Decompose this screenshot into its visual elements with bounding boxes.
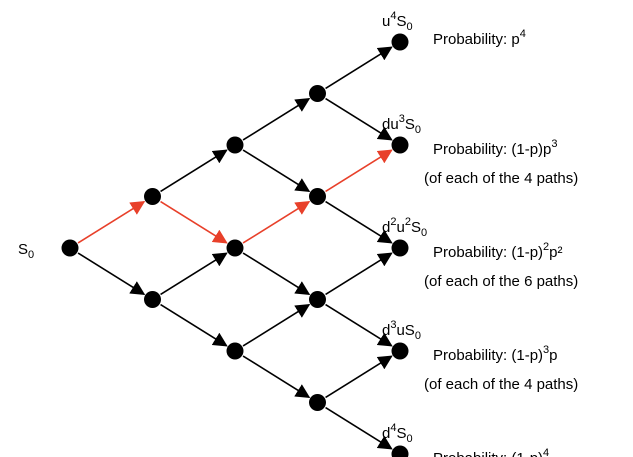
tree-node [226, 239, 244, 257]
terminal-node [391, 342, 409, 360]
probability-label: Probability: (1-p)3p [433, 344, 558, 364]
highlighted-edge-down [160, 200, 228, 244]
highlighted-edge-up [325, 149, 393, 193]
tree-edge-up [325, 355, 393, 399]
tree-edge-up [242, 98, 311, 141]
paths-note: (of each of the 4 paths) [424, 170, 578, 187]
tree-edge-down [325, 97, 393, 141]
tree-edge-up [160, 149, 228, 193]
terminal-label: du3S0 [382, 113, 421, 136]
tree-node [226, 342, 244, 360]
tree-edge-up [325, 252, 393, 296]
tree-node [226, 136, 244, 154]
highlighted-edge-up [242, 201, 311, 244]
highlighted-edge-up [77, 201, 146, 244]
probability-label: Probability: (1-p)4 [433, 447, 549, 457]
probability-label: Probability: (1-p)2p² [433, 241, 563, 261]
tree-edge-down [325, 303, 393, 347]
terminal-label: u4S0 [382, 10, 413, 33]
start-label: S0 [18, 241, 34, 261]
tree-node [309, 394, 326, 411]
root-node [61, 239, 79, 257]
terminal-node [391, 239, 409, 257]
paths-note: (of each of the 4 paths) [424, 376, 578, 393]
tree-edge-down [242, 149, 311, 192]
terminal-node [391, 445, 409, 457]
tree-node [309, 291, 326, 308]
tree-edge-down [77, 252, 146, 295]
terminal-label: d4S0 [382, 422, 413, 445]
terminal-node [391, 136, 409, 154]
tree-labels: S0 u4S0 Probability: p4 du3S0 Probability: (… [18, 10, 578, 457]
tree-edge-up [160, 252, 228, 296]
tree-node [144, 188, 161, 205]
tree-edge-down [242, 355, 311, 398]
terminal-label: d2u2S0 [382, 216, 427, 239]
tree-node [144, 291, 161, 308]
tree-edge-down [242, 252, 311, 295]
probability-label: Probability: p4 [433, 28, 526, 48]
tree-edge-up [325, 46, 393, 90]
tree-node [309, 188, 326, 205]
tree-edge-down [325, 200, 393, 244]
paths-note: (of each of the 6 paths) [424, 273, 578, 290]
probability-label: Probability: (1-p)p3 [433, 138, 558, 158]
tree-edge-down [325, 406, 393, 450]
terminal-label: d3uS0 [382, 319, 421, 342]
tree-edge-down [160, 303, 228, 347]
tree-edge-up [242, 304, 311, 347]
terminal-node [391, 33, 409, 51]
tree-nodes [61, 33, 409, 457]
tree-edges [77, 46, 393, 450]
tree-node [309, 85, 326, 102]
